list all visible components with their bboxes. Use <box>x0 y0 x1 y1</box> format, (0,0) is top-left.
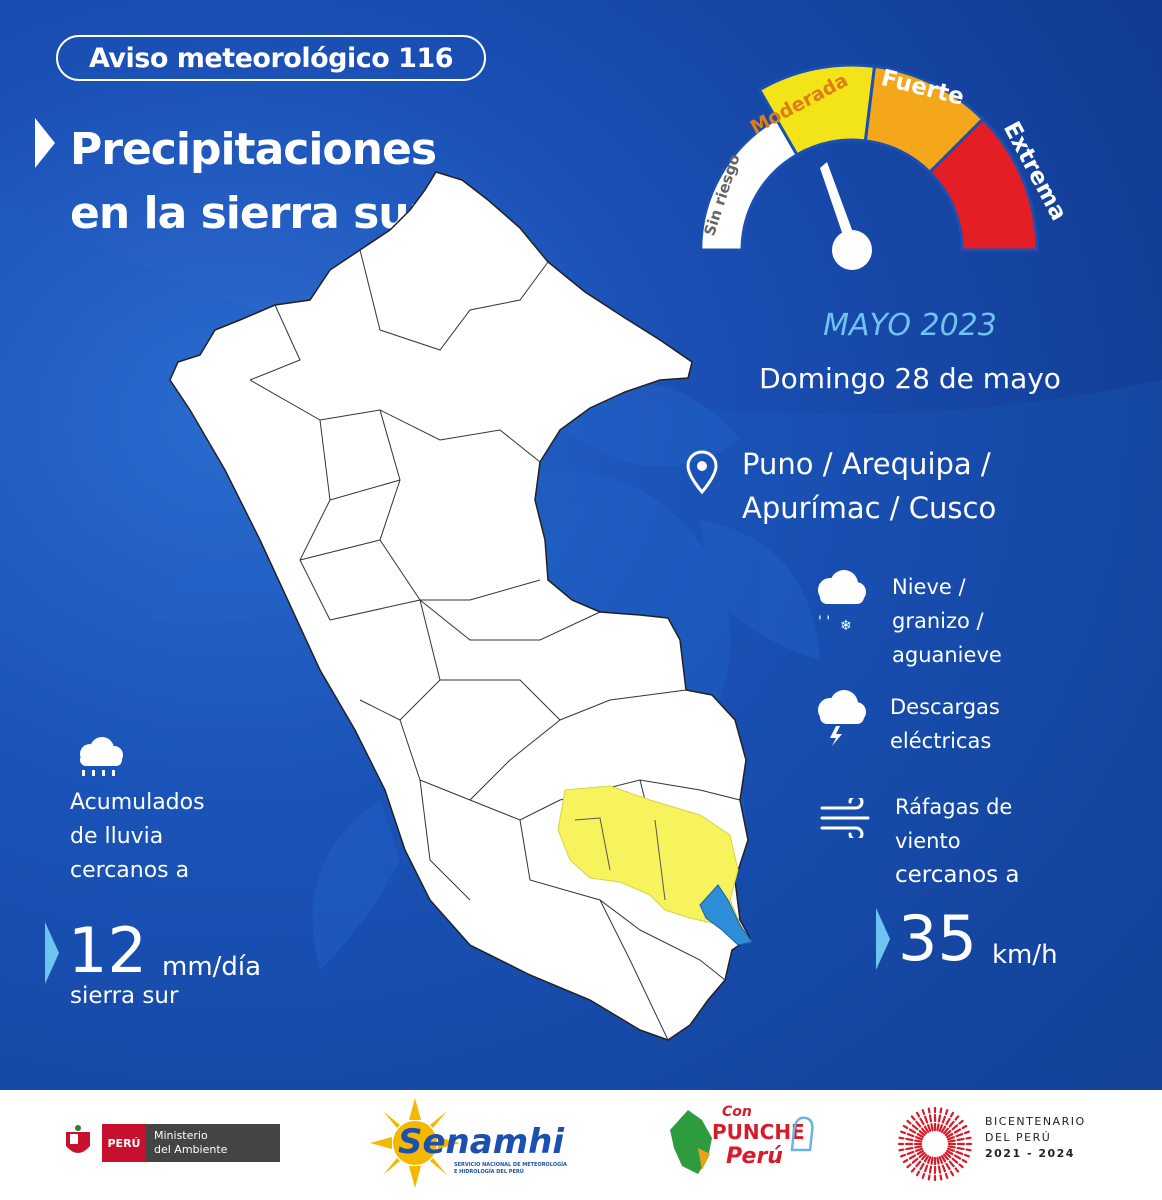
month-label: MAYO 2023 <box>823 308 997 343</box>
title-line-1: Precipitaciones <box>70 124 437 175</box>
rain-unit: mm/día <box>162 952 262 982</box>
wind-unit: km/h <box>992 940 1058 970</box>
peru-outline <box>169 171 751 1041</box>
coat-of-arms-icon <box>66 1125 90 1153</box>
senamhi-logo: Senamhi SERVICIO NACIONAL DE METEOROLOGÍ… <box>370 1096 590 1192</box>
location-pin-icon <box>686 450 718 494</box>
peru-map-mini-icon <box>670 1110 712 1174</box>
title-chevron-icon <box>35 118 55 168</box>
lightning-text: Descargas eléctricas <box>890 695 1000 753</box>
wind-value-chevron-icon <box>876 908 890 970</box>
thunderstorm-cloud-icon <box>818 690 866 746</box>
snow-hail-text: Nieve / granizo / aguanieve <box>892 575 1002 667</box>
location-line-2: Apurímac / Cusco <box>742 491 997 525</box>
notice-badge: Aviso meteorológico 116 <box>56 35 486 81</box>
gauge-label-moderada: Moderada <box>746 69 852 139</box>
gauge-needle <box>820 162 872 270</box>
location-list: Puno / Arequipa / Apurímac / Cusco <box>742 442 996 530</box>
con-punche-peru-logo: Con PUNCHE Perú <box>668 1102 818 1186</box>
bicentenario-rosette-icon <box>897 1106 973 1182</box>
rain-value-chevron-icon <box>45 922 59 984</box>
wind-icon <box>820 798 870 838</box>
snow-hail-cloud-icon: ' ' ❄ <box>818 570 866 634</box>
lake-titicaca <box>699 884 753 946</box>
bicentenario-logo: BICENTENARIO DEL PERÚ 2021 - 2024 <box>895 1104 1115 1186</box>
bicentenario-text: BICENTENARIO DEL PERÚ 2021 - 2024 <box>985 1115 1086 1160</box>
fist-icon <box>790 1116 814 1152</box>
day-label: Domingo 28 de mayo <box>759 362 1061 395</box>
gauge-segment-extrema <box>927 117 1039 252</box>
rain-region: sierra sur <box>70 983 179 1009</box>
rain-value: 12 <box>68 914 147 987</box>
gauge-label-fuerte: Fuerte <box>878 65 967 111</box>
location-line-1: Puno / Arequipa / <box>742 447 991 481</box>
rain-text: Acumulados de lluvia cercanos a <box>70 790 205 883</box>
gauge-label-sin-riesgo: Sin riesgo <box>700 152 744 238</box>
gauge-label-extrema: Extrema <box>998 117 1072 226</box>
ministry-label: Ministerio del Ambiente <box>146 1124 280 1162</box>
title-line-2: en la sierra sur <box>70 188 430 239</box>
sun-icon <box>370 1098 460 1188</box>
svg-text:❄: ❄ <box>840 618 852 634</box>
senamhi-wordmark: Senamhi <box>398 1122 564 1162</box>
peru-label: PERÚ <box>102 1124 146 1162</box>
svg-text:' ': ' ' <box>818 614 830 630</box>
risk-gauge <box>699 63 1039 270</box>
wind-value: 35 <box>898 902 977 975</box>
footer-logos: PERÚ Ministerio del Ambiente Senamhi SER… <box>0 1090 1162 1200</box>
senamhi-subtitle: SERVICIO NACIONAL DE METEOROLOGÍA E HIDR… <box>454 1162 567 1175</box>
rain-cloud-icon <box>80 737 123 776</box>
ministerio-ambiente-logo: PERÚ Ministerio del Ambiente <box>62 1124 280 1162</box>
wind-text: Ráfagas de viento cercanos a <box>895 795 1020 888</box>
page-title: Precipitaciones en la sierra sur <box>70 118 437 246</box>
peru-map <box>169 171 753 1041</box>
